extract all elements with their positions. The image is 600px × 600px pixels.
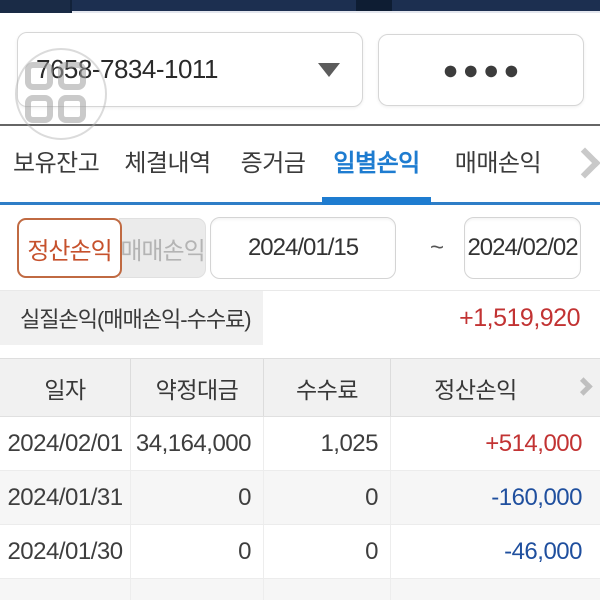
table-header-row: 일자 약정대금 수수료 정산손익: [0, 359, 600, 417]
cell-date: 2024/01/30: [7, 537, 123, 565]
date-to-input[interactable]: 2024/02/02: [464, 217, 581, 279]
password-mask-dots: ●●●●: [442, 54, 524, 85]
table-row[interactable]: 2024/01/31 0 0 -160,000: [0, 471, 600, 525]
net-pl-value: +1,519,920: [459, 303, 580, 332]
cell-amount: 0: [130, 471, 263, 524]
cell-profit: +514,000: [390, 417, 600, 470]
tab-daily-pl[interactable]: 일별손익: [322, 126, 432, 205]
status-bar-segment: [0, 0, 72, 13]
net-pl-summary: 실질손익(매매손익-수수료) +1,519,920: [0, 291, 600, 345]
tab-bar: 보유잔고 체결내역 증거금 일별손익 매매손익: [0, 126, 600, 205]
account-number: 7658-7834-1011: [36, 54, 218, 84]
cell-fee: 1,025: [263, 417, 390, 470]
cell-fee: 0: [263, 471, 390, 524]
table-row[interactable]: 2024/01/30 0 0 -46,000: [0, 525, 600, 579]
date-from-input[interactable]: 2024/01/15: [210, 217, 396, 279]
cell-fee: 0: [263, 525, 390, 578]
tabs-more-chevron-icon[interactable]: [569, 147, 600, 179]
tab-margin[interactable]: 증거금: [240, 150, 306, 177]
header-amount: 약정대금: [130, 359, 263, 416]
tab-executions[interactable]: 체결내역: [124, 150, 211, 177]
header-fee: 수수료: [263, 359, 390, 416]
trading-pl-button[interactable]: 매매손익: [119, 218, 206, 278]
cell-amount: 0: [130, 525, 263, 578]
columns-more-chevron-icon[interactable]: [574, 377, 593, 396]
daily-pl-table: 일자 약정대금 수수료 정산손익 2024/02/01 34,164,000 1…: [0, 358, 600, 600]
account-section: 7658-7834-1011 ●●●●: [0, 13, 600, 140]
tab-holdings[interactable]: 보유잔고: [13, 150, 100, 177]
tab-trading-pl[interactable]: 매매손익: [454, 150, 542, 177]
password-field[interactable]: ●●●●: [378, 34, 584, 106]
table-row[interactable]: 2024/02/01 34,164,000 1,025 +514,000: [0, 417, 600, 471]
spacer: [0, 345, 600, 358]
pl-type-toggle: 정산손익 매매손익: [17, 218, 206, 278]
status-bar-notch: [356, 0, 392, 11]
cell-profit: -46,000: [390, 525, 600, 578]
settlement-pl-button[interactable]: 정산손익: [17, 218, 122, 278]
cell-profit: -160,000: [390, 471, 600, 524]
filter-section: 정산손익 매매손익 2024/01/15 ~ 2024/02/02: [0, 205, 600, 291]
cell-date: 2024/01/31: [7, 483, 123, 511]
header-date: 일자: [44, 376, 86, 403]
date-range-separator: ~: [429, 234, 444, 261]
table-row-partial[interactable]: [0, 579, 600, 600]
cell-date: 2024/02/01: [7, 429, 123, 457]
header-settlement-pl: 정산손익: [390, 359, 600, 416]
cell-amount: 34,164,000: [130, 417, 263, 470]
account-dropdown[interactable]: 7658-7834-1011: [17, 32, 363, 107]
status-bar: [0, 0, 600, 13]
dropdown-arrow-icon: [318, 62, 340, 77]
net-pl-label: 실질손익(매매손익-수수료): [0, 291, 263, 345]
